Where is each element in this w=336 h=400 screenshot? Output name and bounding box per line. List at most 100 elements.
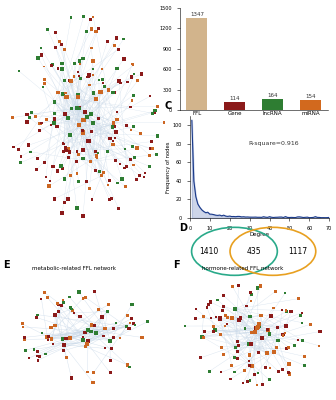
Point [62, 199, 67, 206]
Point [232, 354, 238, 361]
Point [125, 313, 130, 319]
Point [198, 355, 203, 361]
Point [206, 301, 211, 308]
Point [34, 314, 39, 321]
Point [108, 337, 113, 344]
Point [104, 308, 110, 315]
Point [84, 28, 89, 35]
Point [86, 138, 91, 144]
Point [132, 154, 137, 160]
Point [91, 90, 96, 96]
Point [125, 362, 130, 368]
Point [134, 145, 139, 151]
Point [213, 327, 218, 333]
Point [92, 288, 97, 294]
Point [317, 328, 323, 335]
Point [28, 148, 33, 155]
Point [49, 62, 54, 68]
Point [45, 334, 50, 340]
Point [67, 77, 72, 84]
Point [45, 337, 50, 343]
Point [130, 61, 135, 67]
Point [129, 144, 135, 150]
Point [108, 357, 113, 363]
Point [61, 299, 66, 305]
Point [255, 370, 261, 376]
Point [286, 370, 291, 376]
Point [283, 329, 288, 336]
Point [228, 376, 233, 382]
Point [110, 89, 116, 95]
Point [66, 196, 71, 202]
Point [77, 105, 82, 111]
Point [230, 315, 235, 321]
Point [129, 74, 134, 80]
Point [37, 120, 42, 127]
Text: 164: 164 [267, 93, 278, 98]
Point [240, 380, 246, 386]
Point [233, 306, 238, 312]
Point [282, 290, 288, 297]
Text: E: E [3, 260, 10, 270]
Point [46, 333, 51, 339]
Point [104, 38, 110, 45]
Point [74, 104, 80, 111]
Point [296, 296, 301, 302]
X-axis label: Degree: Degree [250, 232, 269, 237]
Point [40, 330, 45, 336]
Point [247, 358, 252, 364]
Point [67, 294, 72, 300]
Point [61, 140, 67, 147]
Point [235, 356, 240, 362]
Point [209, 314, 214, 321]
Point [253, 324, 259, 331]
Point [265, 326, 270, 333]
Point [276, 368, 281, 375]
Point [69, 105, 75, 112]
Point [148, 93, 153, 100]
Point [275, 337, 281, 344]
Point [115, 180, 120, 186]
Point [86, 74, 91, 80]
Point [34, 353, 40, 359]
Point [24, 119, 30, 125]
Point [52, 110, 57, 116]
Point [59, 41, 65, 48]
Point [284, 346, 289, 352]
Point [236, 282, 241, 288]
Point [55, 89, 60, 96]
Point [80, 213, 86, 219]
Point [286, 344, 292, 351]
Point [124, 323, 129, 330]
Point [39, 120, 44, 126]
Point [113, 320, 118, 326]
Point [16, 146, 22, 152]
Text: 1347: 1347 [190, 12, 204, 17]
Point [236, 342, 241, 349]
Point [116, 46, 121, 52]
Point [85, 326, 91, 333]
Point [61, 342, 66, 348]
Point [42, 63, 47, 70]
Point [264, 350, 269, 356]
Point [62, 77, 67, 84]
Point [233, 344, 238, 351]
Point [59, 66, 65, 72]
Point [281, 332, 286, 339]
Point [147, 146, 153, 152]
Point [88, 111, 94, 117]
Point [74, 104, 80, 111]
Point [153, 108, 158, 114]
Point [150, 110, 155, 116]
Point [75, 92, 80, 98]
Point [68, 173, 73, 179]
Point [55, 168, 60, 174]
Point [63, 335, 68, 342]
Point [255, 285, 260, 291]
Point [302, 362, 307, 369]
Point [39, 296, 44, 302]
Point [67, 149, 72, 155]
Point [263, 364, 268, 371]
Point [85, 74, 90, 80]
Point [61, 176, 67, 182]
